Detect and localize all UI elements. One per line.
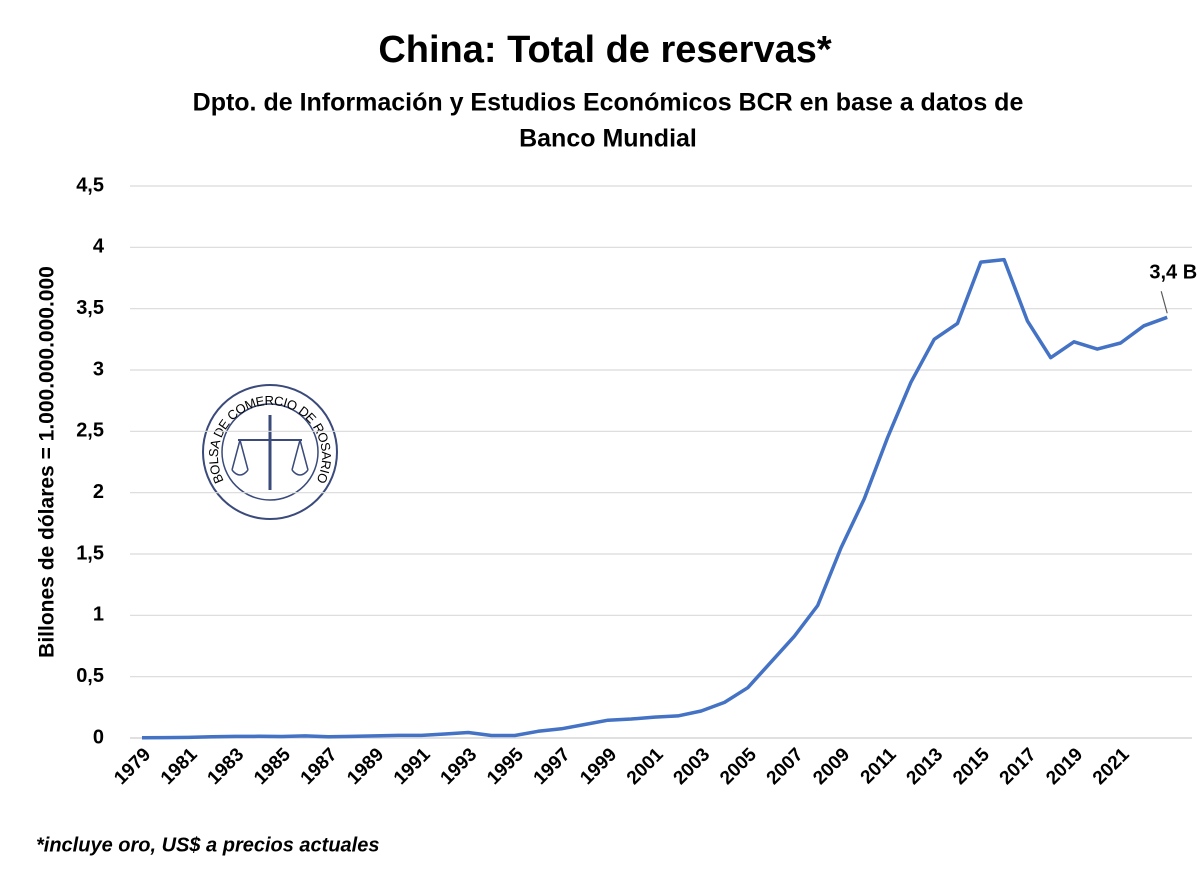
annotation: 3,4 B	[1149, 262, 1197, 284]
data-line	[141, 257, 1168, 740]
logo-scale	[231, 439, 309, 476]
y-tick-label: 2,5	[76, 420, 104, 442]
y-tick-label: 3,5	[76, 297, 104, 319]
y-tick-label: 4	[93, 236, 105, 258]
annotation-leader	[1160, 291, 1168, 314]
y-tick-label: 1	[93, 604, 104, 626]
chart-title: China: Total de reservas*	[378, 29, 832, 71]
y-tick-label: 2	[93, 481, 104, 503]
footnote: *incluye oro, US$ a precios actuales	[36, 834, 379, 856]
y-axis-label: Billones de dólares = 1.000.000.000.000	[36, 266, 59, 658]
y-tick-label: 3	[93, 358, 104, 380]
chart-subtitle: Banco Mundial	[519, 125, 697, 153]
y-tick-label: 1,5	[76, 542, 104, 564]
logo-ring	[202, 384, 338, 520]
chart-subtitle: Dpto. de Información y Estudios Económic…	[193, 89, 1024, 117]
y-tick-label: 0,5	[76, 665, 104, 687]
y-tick-label: 0	[93, 726, 104, 748]
y-tick-label: 4,5	[76, 174, 104, 196]
logo-ring	[221, 403, 319, 501]
